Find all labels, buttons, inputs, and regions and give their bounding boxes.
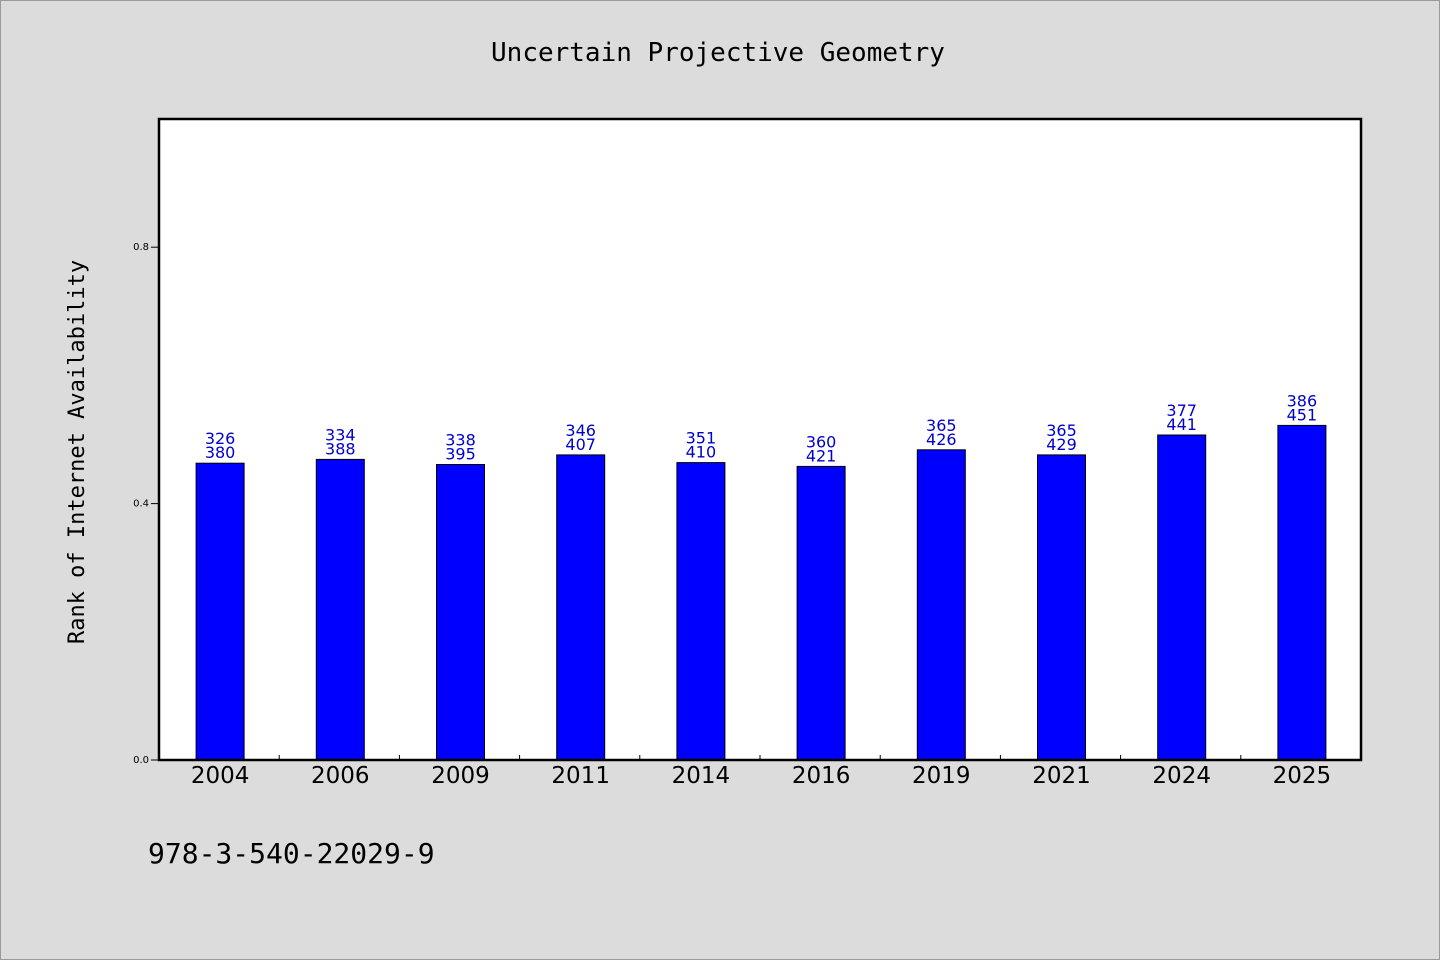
x-tick-label-2016: 2016	[792, 763, 851, 789]
y-axis-label: Rank of Internet Availability	[65, 260, 90, 644]
y-tick-label-0.8: 0.8	[133, 242, 149, 253]
bar-label-bottom-2016: 421	[806, 446, 837, 465]
bar-2004	[195, 462, 245, 761]
bar-label-bottom-2019: 426	[926, 430, 957, 449]
bar-2011	[556, 454, 606, 761]
bar-label-bottom-2004: 380	[205, 443, 236, 462]
bar-label-bottom-2009: 395	[445, 445, 476, 464]
isbn-footnote: 978-3-540-22029-9	[148, 837, 435, 870]
x-tick-label-2009: 2009	[431, 763, 490, 789]
bar-2006	[315, 458, 365, 761]
y-axis-ticks: 0.0 0.4 0.8	[133, 242, 159, 766]
bar-label-bottom-2024: 441	[1166, 415, 1197, 434]
bar-label-top-2019: 365	[926, 416, 957, 435]
bar-2014	[676, 462, 726, 761]
bar-label-bottom-2011: 407	[565, 435, 596, 454]
bar-label-top-2006: 334	[325, 425, 356, 444]
bars-layer	[195, 424, 1327, 761]
bar-2024	[1157, 434, 1207, 761]
bar-label-bottom-2014: 410	[686, 443, 717, 462]
bar-label-bottom-2021: 429	[1046, 435, 1077, 454]
bar-label-bottom-2025: 451	[1287, 405, 1318, 424]
bar-label-top-2024: 377	[1166, 401, 1197, 420]
bar-label-bottom-2006: 388	[325, 439, 356, 458]
bar-2019	[916, 449, 966, 761]
x-tick-label-2006: 2006	[311, 763, 370, 789]
x-tick-label-2025: 2025	[1273, 763, 1332, 789]
bar-2016	[796, 465, 846, 761]
y-tick-label-0.0: 0.0	[133, 755, 149, 766]
x-tick-label-2021: 2021	[1032, 763, 1091, 789]
bar-2025	[1277, 424, 1327, 761]
x-axis-ticks: 2004 2006 2009 2011 2014 2016 2019 2021 2024 2025	[191, 755, 1331, 789]
x-tick-label-2011: 2011	[551, 763, 610, 789]
x-tick-label-2019: 2019	[912, 763, 971, 789]
bar-2009	[436, 464, 485, 761]
bar-label-top-2025: 386	[1287, 391, 1318, 410]
x-tick-label-2014: 2014	[672, 763, 731, 789]
chart-title: Uncertain Projective Geometry	[491, 38, 945, 68]
x-tick-label-2024: 2024	[1152, 763, 1211, 789]
bar-2021	[1037, 454, 1086, 761]
bar-label-top-2004: 326	[205, 429, 236, 448]
x-tick-label-2004: 2004	[191, 763, 250, 789]
bar-label-top-2009: 338	[445, 431, 476, 450]
bar-label-top-2021: 365	[1046, 421, 1077, 440]
bar-label-top-2014: 351	[686, 429, 717, 448]
bar-label-top-2011: 346	[565, 421, 596, 440]
y-tick-label-0.4: 0.4	[133, 499, 149, 510]
bar-label-top-2016: 360	[806, 432, 837, 451]
